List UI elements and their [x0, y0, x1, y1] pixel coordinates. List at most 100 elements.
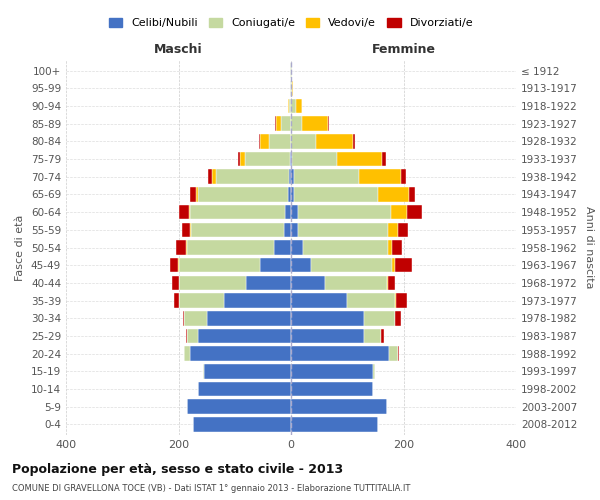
Bar	[291, 170, 294, 184]
Bar	[392, 240, 403, 255]
Bar	[392, 258, 395, 272]
Bar	[291, 98, 296, 113]
Bar	[388, 240, 392, 255]
Bar	[187, 328, 198, 343]
Bar	[187, 240, 274, 255]
Bar	[407, 205, 421, 220]
Bar	[292, 152, 337, 166]
Bar	[188, 205, 190, 220]
Bar	[179, 258, 260, 272]
Bar	[190, 205, 286, 220]
Bar	[288, 98, 289, 113]
Bar	[190, 346, 291, 361]
Bar	[260, 134, 269, 148]
Bar	[302, 116, 328, 131]
Bar	[183, 311, 184, 326]
Bar	[304, 240, 388, 255]
Bar	[291, 116, 302, 131]
Bar	[179, 276, 246, 290]
Bar	[294, 170, 359, 184]
Bar	[172, 276, 179, 290]
Bar	[259, 134, 260, 148]
Bar	[291, 400, 386, 414]
Text: Popolazione per età, sesso e stato civile - 2013: Popolazione per età, sesso e stato civil…	[12, 462, 343, 475]
Bar	[215, 170, 289, 184]
Bar	[176, 240, 187, 255]
Bar	[291, 81, 292, 96]
Bar	[174, 294, 179, 308]
Bar	[409, 187, 415, 202]
Bar	[288, 187, 291, 202]
Bar	[245, 152, 290, 166]
Bar	[325, 276, 386, 290]
Bar	[359, 170, 401, 184]
Bar	[291, 346, 389, 361]
Bar	[388, 222, 398, 237]
Bar	[388, 276, 395, 290]
Bar	[353, 134, 355, 148]
Bar	[208, 170, 212, 184]
Bar	[291, 205, 298, 220]
Bar	[223, 294, 291, 308]
Bar	[364, 328, 381, 343]
Y-axis label: Anni di nascita: Anni di nascita	[584, 206, 594, 289]
Bar	[291, 364, 373, 378]
Bar	[328, 116, 329, 131]
Bar	[347, 294, 395, 308]
Bar	[401, 170, 406, 184]
Bar	[398, 346, 399, 361]
Bar	[373, 364, 376, 378]
Bar	[290, 81, 291, 96]
Bar	[187, 400, 291, 414]
Bar	[398, 222, 408, 237]
Bar	[170, 258, 178, 272]
Y-axis label: Fasce di età: Fasce di età	[16, 214, 25, 280]
Bar	[378, 187, 409, 202]
Bar	[203, 364, 204, 378]
Bar	[291, 187, 294, 202]
Bar	[291, 240, 304, 255]
Bar	[311, 258, 392, 272]
Bar	[381, 328, 384, 343]
Bar	[260, 258, 291, 272]
Bar	[291, 294, 347, 308]
Bar	[316, 134, 353, 148]
Bar	[395, 311, 401, 326]
Bar	[291, 417, 378, 432]
Bar	[196, 187, 198, 202]
Bar	[190, 187, 196, 202]
Bar	[238, 152, 241, 166]
Bar	[246, 276, 291, 290]
Bar	[291, 152, 292, 166]
Bar	[277, 116, 281, 131]
Bar	[204, 364, 291, 378]
Bar	[291, 382, 373, 396]
Bar	[386, 276, 388, 290]
Bar	[364, 311, 395, 326]
Bar	[269, 134, 291, 148]
Bar	[184, 346, 190, 361]
Bar	[389, 346, 398, 361]
Bar	[291, 222, 298, 237]
Bar	[291, 311, 364, 326]
Text: Maschi: Maschi	[154, 44, 203, 57]
Legend: Celibi/Nubili, Coniugati/e, Vedovi/e, Divorziati/e: Celibi/Nubili, Coniugati/e, Vedovi/e, Di…	[104, 13, 478, 32]
Bar	[182, 222, 190, 237]
Bar	[294, 187, 378, 202]
Bar	[382, 152, 386, 166]
Bar	[179, 294, 223, 308]
Bar	[292, 81, 293, 96]
Bar	[337, 152, 382, 166]
Bar	[290, 152, 291, 166]
Bar	[198, 382, 291, 396]
Bar	[291, 276, 325, 290]
Bar	[198, 187, 288, 202]
Bar	[391, 205, 407, 220]
Bar	[298, 222, 388, 237]
Text: COMUNE DI GRAVELLONA TOCE (VB) - Dati ISTAT 1° gennaio 2013 - Elaborazione TUTTI: COMUNE DI GRAVELLONA TOCE (VB) - Dati IS…	[12, 484, 410, 493]
Bar	[184, 311, 206, 326]
Bar	[289, 170, 291, 184]
Bar	[298, 205, 391, 220]
Bar	[275, 116, 277, 131]
Bar	[281, 116, 291, 131]
